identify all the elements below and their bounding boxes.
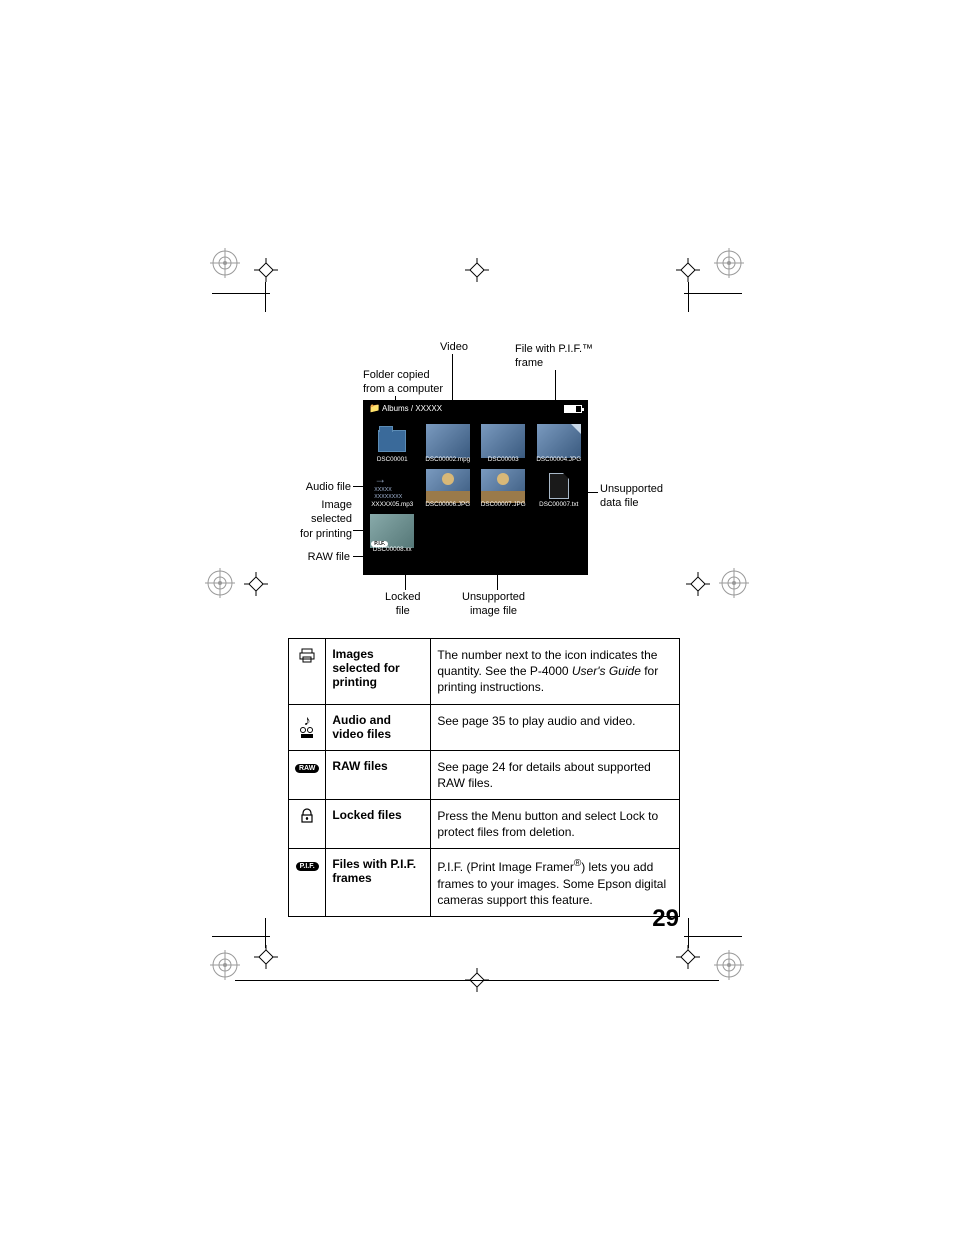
desc-cell: See page 24 for details about supported … [431, 750, 680, 799]
page-number: 29 [652, 905, 679, 933]
crop-cross-icon [676, 945, 700, 969]
desc-cell: P.I.F. (Print Image Framer®) lets you ad… [431, 849, 680, 917]
audio-thumb-icon: xxxxx xxxxxxxx [372, 470, 412, 502]
pif-badge-icon: P.I.F. [296, 862, 319, 871]
locked-file-label: Locked file [385, 590, 420, 619]
crop-cross-icon [465, 258, 489, 282]
camera-icon [298, 727, 316, 739]
raw-thumb-icon: P.I.F. [370, 514, 414, 548]
thumb-photo: DSC00003 [477, 420, 530, 462]
crop-cross-icon [254, 945, 278, 969]
lock-icon [299, 808, 315, 824]
table-row: ♪ Audio and video files See page 35 to p… [289, 704, 680, 750]
table-row: P.I.F. Files with P.I.F. frames P.I.F. (… [289, 849, 680, 917]
thumb-caption: DSC00004.JPG [533, 456, 586, 463]
thumb-caption: DSC00007.txt [533, 501, 586, 508]
unsupported-image-label: Unsupported image file [462, 590, 525, 619]
thumb-photo: DSC00006.JPG [422, 465, 475, 507]
icon-cell: ♪ [289, 704, 326, 750]
photo-thumb-icon [426, 469, 470, 503]
battery-icon [564, 405, 582, 413]
music-note-icon: ♪ [295, 713, 319, 727]
crop-line [684, 936, 742, 937]
crop-target-icon [210, 248, 240, 278]
title-cell: RAW files [326, 750, 431, 799]
crop-target-icon [210, 950, 240, 980]
thumb-raw: P.I.F. DSC00008.xx [366, 510, 419, 552]
thumbnail-grid: DSC00001 DSC00002.mpg DSC00003 DSC00004.… [363, 417, 588, 555]
icon-cell: RAW [289, 750, 326, 799]
image-selected-label: Image selected for printing [284, 498, 352, 541]
crop-cross-icon [686, 572, 710, 596]
thumb-video: DSC00002.mpg [422, 420, 475, 462]
thumb-caption: DSC00007.JPG [477, 501, 530, 508]
crop-cross-icon [244, 572, 268, 596]
icon-cell: P.I.F. [289, 849, 326, 917]
thumb-caption: XXXXX05.mp3 [366, 501, 419, 508]
icon-cell [289, 639, 326, 705]
thumb-photo: DSC00007.JPG [477, 465, 530, 507]
thumb-caption: DSC00006.JPG [422, 501, 475, 508]
device-screenshot: 📁 Albums / XXXXX DSC00001 DSC00002.mpg D… [363, 400, 588, 575]
pif-file-label: File with P.I.F.™ frame [515, 342, 593, 371]
crop-line [688, 918, 689, 948]
print-icon [298, 647, 316, 665]
crop-target-icon [719, 568, 749, 598]
unsupported-data-label: Unsupported data file [600, 482, 663, 511]
table-row: Images selected for printing The number … [289, 639, 680, 705]
crop-line [212, 293, 270, 294]
crop-cross-icon [676, 258, 700, 282]
crop-line [235, 980, 719, 981]
crop-line [212, 936, 270, 937]
info-table: Images selected for printing The number … [288, 638, 680, 917]
thumb-audio: xxxxx xxxxxxxx XXXXX05.mp3 [366, 465, 419, 507]
crop-target-icon [714, 248, 744, 278]
folder-label: Folder copied from a computer [363, 368, 443, 397]
desc-cell: The number next to the icon indicates th… [431, 639, 680, 705]
table-row: RAW RAW files See page 24 for details ab… [289, 750, 680, 799]
photo-thumb-icon [481, 469, 525, 503]
audio-line1: xxxxx [374, 486, 392, 493]
title-cell: Images selected for printing [326, 639, 431, 705]
crop-line [684, 293, 742, 294]
thumb-folder: DSC00001 [366, 420, 419, 462]
thumb-doc: DSC00007.txt [533, 465, 586, 507]
breadcrumb: 📁 Albums / XXXXX [369, 403, 442, 414]
photo-thumb-icon [481, 424, 525, 458]
screenshot-header: 📁 Albums / XXXXX [363, 400, 588, 417]
crop-target-icon [205, 568, 235, 598]
thumb-caption: DSC00002.mpg [422, 456, 475, 463]
crop-target-icon [714, 950, 744, 980]
table-row: Locked files Press the Menu button and s… [289, 799, 680, 848]
audio-line2: xxxxxxxx [374, 493, 402, 500]
thumb-pif: DSC00004.JPG [533, 420, 586, 462]
raw-file-label: RAW file [300, 550, 350, 564]
audio-file-label: Audio file [293, 480, 351, 494]
title-cell: Locked files [326, 799, 431, 848]
thumb-caption: DSC00003 [477, 456, 530, 463]
pif-thumb-icon [537, 424, 581, 458]
crop-line [265, 918, 266, 948]
video-label: Video [440, 340, 468, 354]
title-cell: Files with P.I.F. frames [326, 849, 431, 917]
desc-cell: See page 35 to play audio and video. [431, 704, 680, 750]
icon-cell [289, 799, 326, 848]
folder-icon [378, 430, 406, 452]
desc-cell: Press the Menu button and select Lock to… [431, 799, 680, 848]
thumb-caption: DSC00001 [366, 456, 419, 463]
pointer-line [405, 575, 406, 590]
doc-icon [549, 473, 569, 499]
crop-line [265, 282, 266, 312]
title-cell: Audio and video files [326, 704, 431, 750]
crop-line [688, 282, 689, 312]
raw-badge-icon: RAW [295, 764, 319, 773]
thumb-caption: DSC00008.xx [366, 546, 419, 553]
video-thumb-icon [426, 424, 470, 458]
crop-cross-icon [254, 258, 278, 282]
